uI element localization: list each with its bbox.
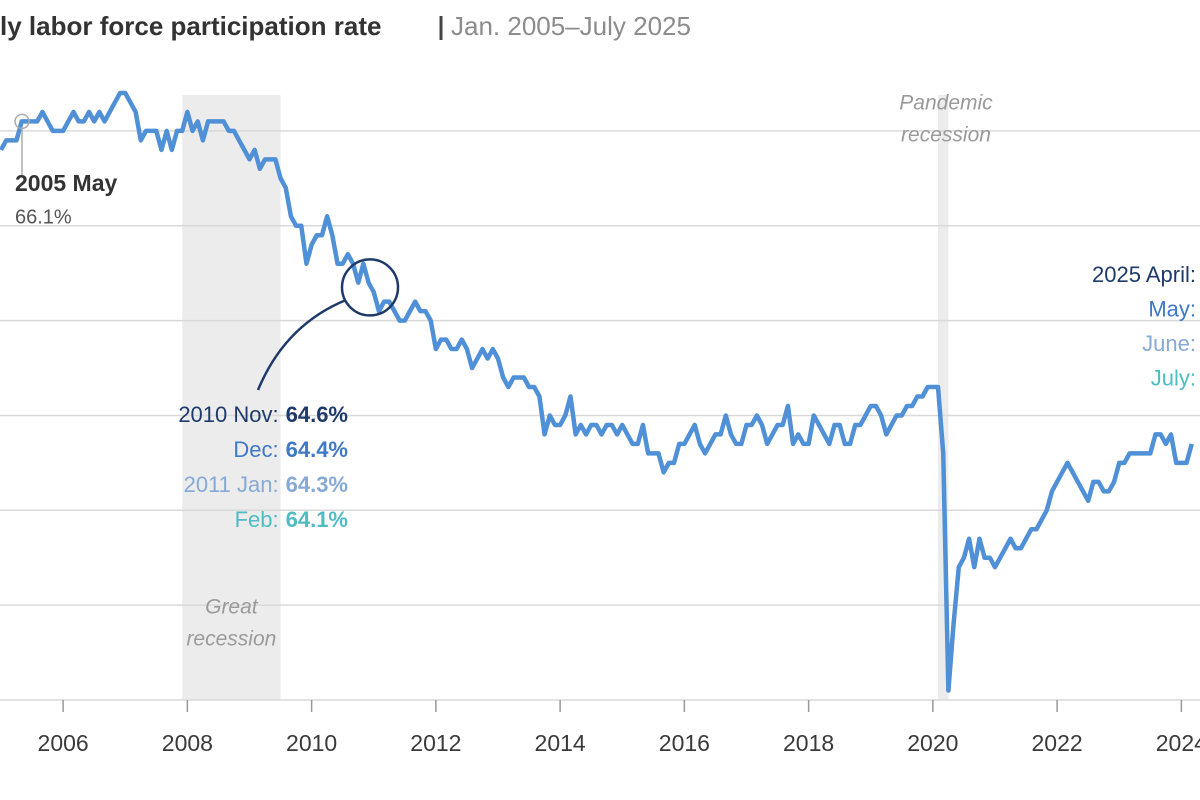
callout-label: Dec: bbox=[233, 437, 278, 462]
recession-label: Pandemic bbox=[899, 92, 993, 115]
x-tick-label: 2012 bbox=[410, 730, 461, 756]
callout-label: May: bbox=[1148, 296, 1196, 321]
callout-label: Feb: bbox=[235, 507, 279, 532]
callout-label: 2011 Jan: bbox=[184, 472, 279, 497]
callout-value: 64.6% bbox=[286, 402, 348, 427]
x-tick-label: 2008 bbox=[162, 730, 213, 756]
annotation-value: 66.1% bbox=[15, 206, 72, 228]
callout-connector bbox=[256, 298, 347, 391]
recession-label: recession bbox=[186, 628, 276, 651]
annotation-marker bbox=[14, 113, 30, 130]
x-tick-label: 2014 bbox=[535, 730, 586, 756]
annotation-label: 2005 May bbox=[15, 170, 118, 196]
highlight-circle bbox=[340, 258, 400, 317]
x-tick-label: 2016 bbox=[659, 730, 710, 756]
callout-label: 2025 April: bbox=[1092, 262, 1196, 287]
recession-label: Great bbox=[205, 596, 259, 619]
recession-band bbox=[938, 95, 949, 700]
background-layer bbox=[0, 95, 1200, 701]
callout: Dec: 64.4% bbox=[233, 437, 348, 462]
callout: 2010 Nov: 64.6% bbox=[178, 402, 348, 427]
x-tick-label: 2024 bbox=[1156, 730, 1200, 756]
callout: Feb: 64.1% bbox=[235, 507, 348, 532]
data-line bbox=[0, 90, 1194, 693]
x-tick-label: 2020 bbox=[907, 730, 958, 756]
chart-title: ly labor force participation rate bbox=[0, 11, 381, 41]
callout-value: 64.3% bbox=[286, 472, 348, 497]
callout-value: 64.1% bbox=[286, 507, 348, 532]
chart-title-line: ly labor force participation rate bbox=[0, 11, 381, 41]
callout-label: June: bbox=[1142, 331, 1196, 356]
x-tick-label: 2010 bbox=[286, 730, 337, 756]
callout-value: 64.4% bbox=[286, 437, 348, 462]
recession-band bbox=[182, 95, 281, 700]
x-tick-label: 2006 bbox=[38, 730, 89, 756]
x-tick-label: 2022 bbox=[1032, 730, 1083, 756]
callout-label: 2010 Nov: bbox=[178, 402, 278, 427]
chart-subtitle: Jan. 2005–July 2025 bbox=[451, 11, 691, 41]
callout: 2011 Jan: 64.3% bbox=[184, 472, 348, 497]
x-tick-label: 2018 bbox=[783, 730, 834, 756]
callout-label: July: bbox=[1151, 365, 1196, 390]
recession-label: recession bbox=[901, 124, 991, 147]
